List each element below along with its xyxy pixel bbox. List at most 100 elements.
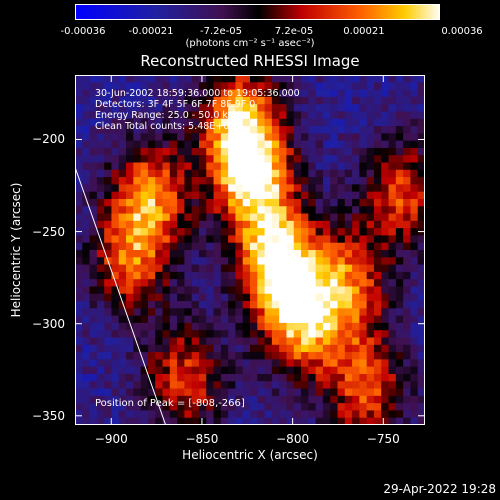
heatmap-cell [82,257,91,266]
heatmap-cell [147,235,156,244]
heatmap-cell [330,155,339,164]
heatmap-cell [198,111,207,120]
heatmap-cell [301,308,309,317]
heatmap-cell [177,242,185,251]
heatmap-cell [250,250,258,258]
heatmap-cell [250,220,258,229]
heatmap-cell [213,89,222,98]
heatmap-cell [111,293,120,302]
heatmap-cell [118,271,127,280]
heatmap-cell [344,264,353,273]
heatmap-cell [308,395,317,404]
heatmap-cell [337,286,346,295]
heatmap-cell [337,381,346,390]
heatmap-cell [184,264,193,273]
heatmap-cell [388,111,397,120]
heatmap-cell [213,96,222,105]
heatmap-cell [111,308,120,317]
heatmap-cell [133,373,142,382]
heatmap-cell [75,89,83,98]
heatmap-cell [235,89,244,98]
heatmap-cell [359,250,368,258]
heatmap-cell [250,293,258,302]
heatmap-cell [82,213,91,222]
heatmap-cell [75,242,83,251]
heatmap-cell [169,395,178,404]
heatmap-cell [257,417,266,425]
heatmap-cell [315,118,324,127]
heatmap-cell [308,242,317,251]
heatmap-cell [184,410,193,419]
heatmap-cell [133,206,142,215]
heatmap-cell [417,169,425,178]
heatmap-cell [89,235,98,244]
heatmap-cell [198,250,207,258]
heatmap-cell [403,322,412,331]
heatmap-cell [198,337,207,346]
heatmap-cell [315,206,324,215]
heatmap-cell [191,257,200,266]
heatmap-cell [301,111,309,120]
heatmap-cell [279,198,288,207]
heatmap-cell [147,198,156,207]
heatmap-cell [155,82,164,91]
heatmap-cell [104,162,113,171]
heatmap-cell [213,388,222,397]
heatmap-cell [213,228,222,237]
heatmap-cell [344,82,353,91]
heatmap-cell [417,118,425,127]
heatmap-cell [403,162,412,171]
heatmap-cell [191,228,200,237]
heatmap-cell [147,315,156,324]
heatmap-cell [337,242,346,251]
heatmap-cell [169,198,178,207]
heatmap-cell [279,140,288,149]
heatmap-cell [228,220,237,229]
heatmap-cell [250,322,258,331]
heatmap-cell [373,352,382,360]
heatmap-cell [337,96,346,105]
heatmap-cell [301,140,309,149]
heatmap-cell [126,403,134,412]
heatmap-cell [293,271,302,280]
heatmap-cell [366,147,375,156]
heatmap-cell [381,330,390,339]
heatmap-cell [126,220,134,229]
heatmap-cell [162,271,171,280]
heatmap-cell [403,308,412,317]
heatmap-cell [279,395,288,404]
heatmap-cell [417,352,425,360]
heatmap-cell [126,352,134,360]
heatmap-cell [162,250,171,258]
heatmap-cell [118,118,127,127]
heatmap-cell [271,235,280,244]
heatmap-cell [322,315,331,324]
heatmap-cell [111,96,120,105]
heatmap-cell [89,126,98,134]
heatmap-cell [381,206,390,215]
heatmap-cell [228,191,237,200]
heatmap-cell [271,133,280,142]
heatmap-cell [417,293,425,302]
heatmap-cell [140,359,149,368]
heatmap-cell [177,235,185,244]
heatmap-cell [111,220,120,229]
heatmap-cell [271,344,280,353]
heatmap-cell [228,250,237,258]
heatmap-cell [308,279,317,288]
heatmap-cell [162,89,171,98]
heatmap-cell [250,395,258,404]
heatmap-cell [403,417,412,425]
heatmap-cell [96,395,105,404]
heatmap-cell [111,126,120,134]
heatmap-cell [286,388,295,397]
heatmap-cell [250,257,258,266]
heatmap-cell [89,118,98,127]
heatmap-cell [359,155,368,164]
heatmap-cell [352,177,360,185]
heatmap-cell [359,308,368,317]
heatmap-cell [82,293,91,302]
heatmap-cell [271,111,280,120]
heatmap-cell [147,140,156,149]
heatmap-cell [75,315,83,324]
